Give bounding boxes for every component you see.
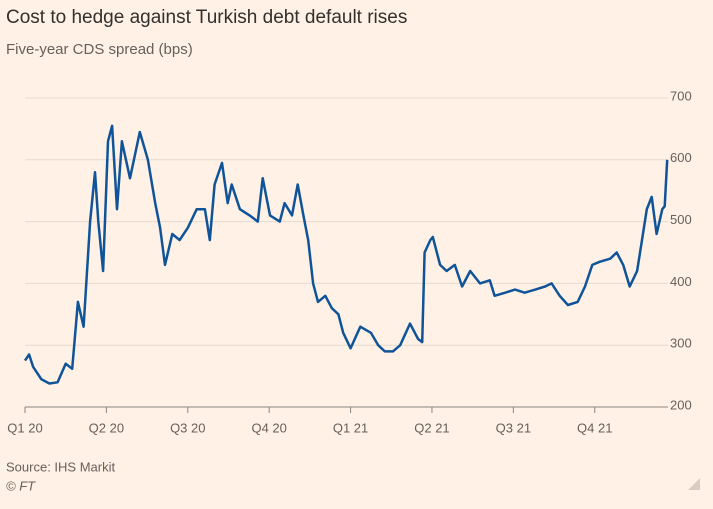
corner-icon (688, 478, 700, 490)
x-tick-label: Q4 20 (251, 420, 286, 435)
credit: © FT (6, 478, 36, 493)
x-tick-label: Q2 20 (89, 420, 124, 435)
x-tick-label: Q2 21 (414, 420, 449, 435)
source: Source: IHS Markit (6, 459, 115, 474)
chart-subtitle: Five-year CDS spread (bps) (6, 41, 193, 58)
y-tick-label: 500 (670, 212, 692, 227)
x-tick-label: Q1 20 (7, 420, 42, 435)
chart-title: Cost to hedge against Turkish debt defau… (6, 7, 407, 28)
data-line (23, 124, 669, 385)
y-tick-label: 600 (670, 150, 692, 165)
x-tick-label: Q3 20 (170, 420, 205, 435)
x-tick-label: Q4 21 (577, 420, 612, 435)
x-tick-label: Q1 21 (333, 420, 368, 435)
x-tick-label: Q3 21 (496, 420, 531, 435)
y-tick-label: 400 (670, 274, 692, 289)
y-tick-label: 300 (670, 336, 692, 351)
y-tick-label: 700 (670, 88, 692, 103)
y-tick-label: 200 (670, 397, 692, 412)
